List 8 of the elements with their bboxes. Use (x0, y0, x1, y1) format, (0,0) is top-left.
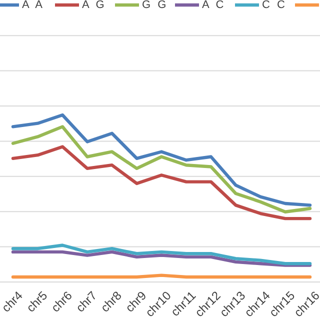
x-tick-label: chr8 (98, 288, 125, 315)
x-tick-label: chr4 (0, 288, 26, 315)
x-tick-label: chr6 (48, 288, 76, 315)
legend-label: C C (262, 0, 287, 11)
legend-label: A G (82, 0, 106, 11)
legend-label: A A (22, 0, 45, 11)
legend-label: A C (202, 0, 226, 11)
legend-label: G G (142, 0, 168, 11)
